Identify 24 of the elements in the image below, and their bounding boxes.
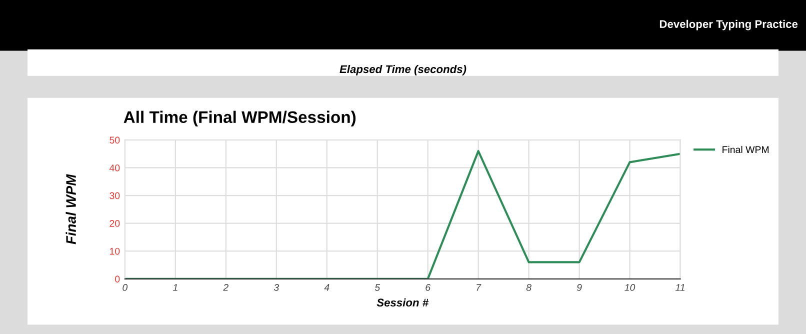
x-tick-label: 7 [476, 284, 482, 291]
x-tick-label: 4 [324, 284, 330, 291]
x-tick-label: 9 [576, 284, 582, 291]
x-tick-label: 2 [223, 284, 228, 291]
x-tick-label: 8 [526, 284, 532, 291]
x-tick-label: 6 [426, 284, 431, 291]
x-tick-label: 1 [172, 284, 178, 291]
x-tick-label: 11 [675, 284, 684, 291]
text: Developer Typing Practice [660, 20, 798, 30]
x-tick-label: 10 [624, 284, 636, 291]
y-tick-label: 20 [110, 220, 120, 227]
y-tick-label: 0 [115, 276, 120, 283]
x-tick-label: 5 [374, 284, 380, 291]
x-axis-title: Session # [376, 298, 429, 307]
legend-label: Final WPM [722, 146, 769, 154]
y-tick-label: 10 [110, 248, 120, 255]
y-axis-title: Final WPM [66, 174, 76, 244]
y-tick-label: 40 [109, 164, 120, 172]
y-tick-label: 50 [110, 136, 120, 144]
y-tick-label: 30 [110, 192, 120, 200]
x-tick-label: 3 [274, 284, 280, 291]
text: Elapsed Time (seconds) [340, 64, 466, 76]
x-tick-label: 0 [122, 284, 128, 291]
chart-title: All Time (Final WPM/Session) [124, 110, 356, 126]
